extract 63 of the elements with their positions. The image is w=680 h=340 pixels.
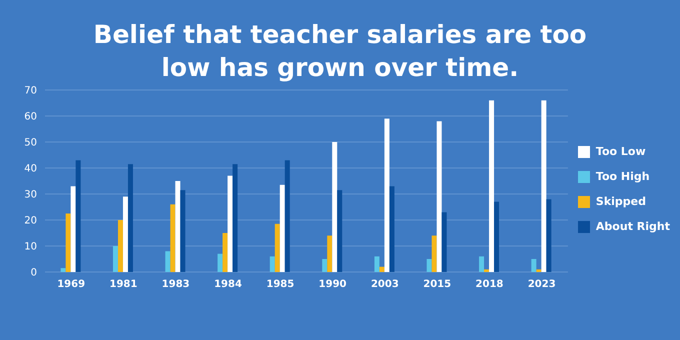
bar — [170, 204, 176, 272]
x-tick-label: 1985 — [266, 279, 294, 290]
bar — [541, 100, 546, 272]
x-tick-label: 2003 — [370, 279, 399, 290]
legend-label: Too High — [596, 170, 650, 183]
x-tick-label: 1969 — [57, 279, 86, 290]
y-tick-label: 30 — [24, 190, 37, 201]
bar — [128, 164, 133, 272]
bar — [280, 184, 285, 272]
bar — [165, 251, 170, 272]
bar — [122, 196, 128, 272]
y-tick-label: 20 — [24, 216, 37, 227]
bar — [494, 202, 500, 272]
x-tick-label: 1984 — [214, 279, 242, 290]
bar — [546, 199, 552, 272]
legend-label: Too Low — [596, 145, 646, 158]
bar — [60, 268, 66, 272]
bar — [284, 160, 290, 272]
x-tick-label: 1983 — [162, 279, 190, 290]
y-tick-label: 0 — [30, 268, 37, 279]
y-tick-label: 70 — [24, 86, 37, 97]
bar — [66, 214, 71, 272]
x-tick-label: 1990 — [318, 279, 347, 290]
y-tick-label: 60 — [24, 112, 37, 123]
bar — [274, 224, 280, 272]
bar — [384, 118, 390, 272]
x-tick-label: 2015 — [423, 279, 452, 290]
chart-title: Belief that teacher salaries are too low has grown over time. — [92, 19, 588, 84]
bar — [270, 256, 275, 272]
bar — [484, 269, 490, 272]
bar — [426, 259, 432, 272]
legend-label: Skipped — [596, 195, 646, 208]
bar — [332, 142, 338, 272]
bar — [489, 100, 494, 272]
bar — [232, 164, 238, 272]
bar — [436, 121, 442, 272]
y-tick-label: 40 — [24, 164, 37, 175]
bar — [228, 176, 233, 272]
bar — [222, 233, 228, 272]
bar — [432, 236, 437, 272]
bar — [327, 236, 332, 272]
x-tick-label: 2018 — [476, 279, 504, 290]
bar — [379, 266, 384, 272]
bar — [374, 256, 380, 272]
bar — [118, 220, 123, 272]
bar — [175, 181, 180, 272]
bar — [76, 160, 81, 272]
x-tick-label: 1981 — [110, 279, 138, 290]
bar — [180, 190, 186, 272]
bar — [536, 269, 542, 272]
bar — [531, 259, 536, 272]
legend-label: About Right — [596, 220, 670, 233]
bar — [112, 246, 118, 272]
bar — [218, 254, 223, 272]
y-tick-label: 10 — [24, 242, 37, 253]
x-tick-label: 2023 — [528, 279, 556, 290]
bar — [337, 190, 342, 272]
bar — [442, 212, 447, 272]
bar — [322, 259, 328, 272]
bar — [479, 256, 484, 272]
bar — [389, 186, 394, 272]
y-tick-label: 50 — [24, 138, 37, 149]
bar — [70, 186, 76, 272]
